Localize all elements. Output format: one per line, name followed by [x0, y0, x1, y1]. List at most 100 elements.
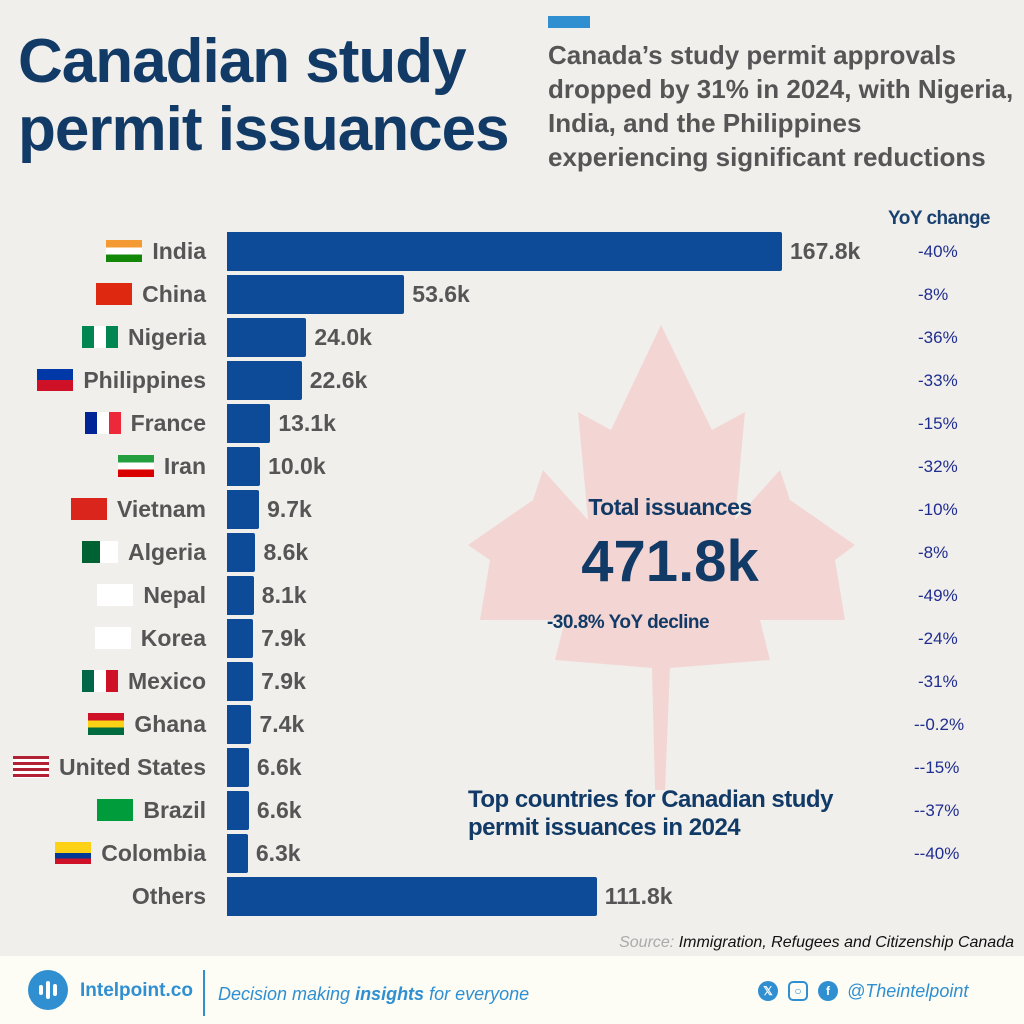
yoy-label-nepal: -49%	[918, 586, 958, 605]
bar-ghana	[227, 705, 252, 744]
category-name: China	[142, 281, 206, 307]
page-title: Canadian study permit issuances	[18, 28, 510, 164]
flag-brazil-icon	[97, 799, 134, 821]
value-label-ghana: 7.4k	[259, 711, 305, 737]
category-name: Others	[131, 883, 206, 909]
category-name: India	[152, 238, 206, 264]
flag-nepal-icon	[97, 584, 134, 606]
category-label-nepal: Nepal	[97, 576, 206, 614]
instagram-icon[interactable]: ○	[788, 981, 808, 1001]
bar-brazil	[227, 791, 249, 830]
bar-nigeria	[227, 318, 307, 357]
category-name: Ghana	[134, 711, 206, 737]
flag-algeria-icon	[82, 541, 119, 563]
category-name: Nepal	[143, 582, 206, 608]
brand-link[interactable]: Intelpoint.co	[80, 980, 193, 1001]
yoy-label-brazil: --37%	[914, 801, 960, 820]
value-label-vietnam: 9.7k	[267, 496, 312, 522]
yoy-label-mexico: -31%	[918, 672, 958, 691]
value-label-france: 13.1k	[278, 410, 336, 436]
category-label-mexico: Mexico	[82, 662, 206, 700]
value-label-philippines: 22.6k	[309, 367, 368, 393]
bar-china	[227, 275, 405, 314]
category-label-india: India	[106, 232, 206, 270]
value-label-algeria: 8.6k	[263, 539, 309, 565]
facebook-icon[interactable]: f	[818, 981, 838, 1001]
yoy-label-iran: -32%	[918, 457, 958, 476]
bar-algeria	[227, 533, 256, 572]
flag-iran-icon	[117, 455, 154, 477]
value-label-others: 111.8k	[604, 883, 673, 909]
category-label-iran: Iran	[117, 447, 206, 485]
bar-united-states	[227, 748, 249, 787]
value-label-brazil: 6.6k	[256, 797, 302, 823]
bar-vietnam	[227, 490, 260, 529]
yoy-label-united-states: --15%	[914, 758, 960, 777]
category-name: France	[130, 410, 206, 436]
flag-colombia-icon	[55, 842, 92, 864]
accent-bar	[548, 16, 590, 28]
category-name: Vietnam	[116, 496, 206, 522]
source-prefix: Source:	[619, 934, 675, 951]
yoy-label-algeria: -8%	[918, 543, 949, 562]
flag-france-icon	[84, 412, 121, 434]
tagline-pre: Decision making	[218, 984, 356, 1004]
flag-china-icon	[96, 283, 133, 305]
flag-mexico-icon	[82, 670, 119, 692]
value-label-china: 53.6k	[412, 281, 470, 307]
category-label-china: China	[96, 275, 206, 313]
intelpoint-logo-icon[interactable]	[28, 970, 68, 1010]
bar-nepal	[227, 576, 254, 615]
total-value: 471.8k	[581, 529, 759, 594]
category-label-algeria: Algeria	[82, 533, 206, 571]
yoy-label-korea: -24%	[918, 629, 958, 648]
total-change: -30.8% YoY decline	[546, 612, 710, 633]
flag-nigeria-icon	[82, 326, 119, 348]
value-label-mexico: 7.9k	[261, 668, 306, 694]
value-label-nepal: 8.1k	[261, 582, 307, 608]
yoy-header: YoY change	[888, 208, 991, 229]
flag-india-icon	[106, 240, 143, 262]
bar-korea	[227, 619, 254, 658]
category-name: Colombia	[101, 840, 206, 866]
yoy-label-colombia: --40%	[914, 844, 960, 863]
flag-vietnam-icon	[70, 498, 107, 520]
category-name: Mexico	[128, 668, 206, 694]
yoy-label-vietnam: -10%	[918, 500, 958, 519]
title-line-2: permit issuances	[18, 95, 510, 164]
bar-iran	[227, 447, 261, 486]
tagline-bold: insights	[355, 984, 425, 1004]
x-icon[interactable]: 𝕏	[758, 981, 778, 1001]
tagline-post: for everyone	[424, 984, 530, 1004]
category-label-others: Others	[132, 877, 206, 915]
value-label-iran: 10.0k	[268, 453, 326, 479]
category-label-vietnam: Vietnam	[70, 490, 206, 528]
value-label-india: 167.8k	[790, 238, 861, 264]
category-name: Brazil	[143, 797, 206, 823]
footer-divider	[203, 970, 205, 1016]
yoy-label-france: -15%	[918, 414, 958, 433]
flag-korea-icon	[94, 627, 131, 649]
yoy-label-ghana: --0.2%	[914, 715, 965, 734]
source-note: Source: Immigration, Refugees and Citize…	[619, 934, 1014, 952]
social-handle[interactable]: @Theintelpoint	[847, 981, 969, 1001]
flag-philippines-icon	[37, 369, 74, 391]
value-label-colombia: 6.3k	[255, 840, 301, 866]
category-label-france: France	[84, 404, 206, 442]
yoy-label-china: -8%	[918, 285, 949, 304]
category-label-philippines: Philippines	[37, 361, 206, 399]
flag-united-states-icon	[13, 756, 50, 778]
bar-others	[227, 877, 597, 916]
yoy-label-nigeria: -36%	[918, 328, 958, 347]
category-label-brazil: Brazil	[97, 791, 206, 829]
total-label: Total issuances	[588, 494, 752, 520]
bar-mexico	[227, 662, 254, 701]
bar-india	[227, 232, 782, 271]
category-name: Iran	[163, 453, 206, 479]
tagline: Decision making insights for everyone	[218, 984, 529, 1005]
value-label-nigeria: 24.0k	[314, 324, 372, 350]
source-text: Immigration, Refugees and Citizenship Ca…	[678, 934, 1014, 951]
bar-france	[227, 404, 271, 443]
bar-colombia	[227, 834, 248, 873]
